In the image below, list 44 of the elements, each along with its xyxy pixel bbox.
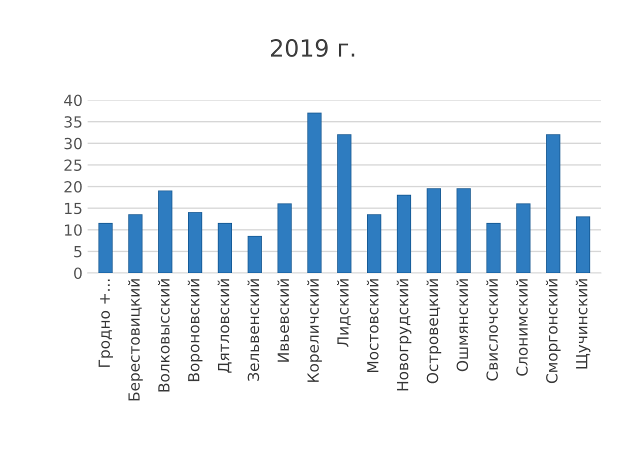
bar bbox=[128, 214, 143, 273]
bar bbox=[188, 212, 202, 273]
bar bbox=[248, 236, 262, 273]
x-tick-label: Вороновский bbox=[188, 279, 202, 382]
x-tick-label: Кореличский bbox=[307, 279, 322, 382]
bar bbox=[277, 203, 292, 273]
bar bbox=[337, 134, 352, 273]
x-tick-label: Слонимский bbox=[516, 279, 528, 376]
x-tick-label: Дятловский bbox=[218, 279, 232, 373]
x-tick-label: Островецкий bbox=[426, 279, 442, 384]
x-tick-label: Новогрудский bbox=[396, 279, 412, 390]
x-tick-label: Зельвенский bbox=[247, 279, 260, 381]
x-tick-label: Ивьевский bbox=[277, 279, 290, 362]
bar bbox=[98, 222, 113, 273]
bar bbox=[456, 188, 471, 273]
x-tick-label: Лидский bbox=[336, 279, 351, 347]
x-tick-label: Сморгонский bbox=[546, 279, 561, 384]
y-tick-label: 10 bbox=[65, 224, 82, 236]
x-tick-label: Берестовицкий bbox=[128, 279, 143, 400]
y-tick-label: 25 bbox=[64, 159, 82, 171]
y-tick-label: 40 bbox=[64, 94, 82, 106]
x-tick-label: Мостовский bbox=[366, 279, 379, 372]
bar bbox=[367, 214, 382, 273]
bar bbox=[426, 188, 441, 273]
y-tick-label: 35 bbox=[64, 116, 82, 128]
bar bbox=[307, 112, 322, 273]
bar bbox=[486, 222, 501, 273]
chart-title: 2019 г. bbox=[270, 39, 354, 57]
x-tick-label: Гродно +... bbox=[98, 280, 113, 367]
x-tick-label: Ошмянский bbox=[456, 279, 468, 372]
bar bbox=[396, 194, 412, 273]
bar bbox=[516, 203, 530, 273]
bar bbox=[576, 216, 590, 273]
y-tick-label: 15 bbox=[65, 202, 82, 214]
x-tick-label: Волковысский bbox=[158, 279, 170, 392]
x-tick-label: Свислочский bbox=[486, 279, 498, 381]
y-tick-label: 30 bbox=[64, 138, 82, 150]
bar bbox=[546, 134, 560, 273]
bar bbox=[158, 190, 172, 273]
y-tick-label: 20 bbox=[64, 181, 82, 193]
y-tick-label: 5 bbox=[74, 246, 82, 258]
y-tick-label: 0 bbox=[74, 267, 82, 280]
x-tick-label: Щучинский bbox=[576, 279, 590, 369]
bar bbox=[218, 222, 232, 273]
